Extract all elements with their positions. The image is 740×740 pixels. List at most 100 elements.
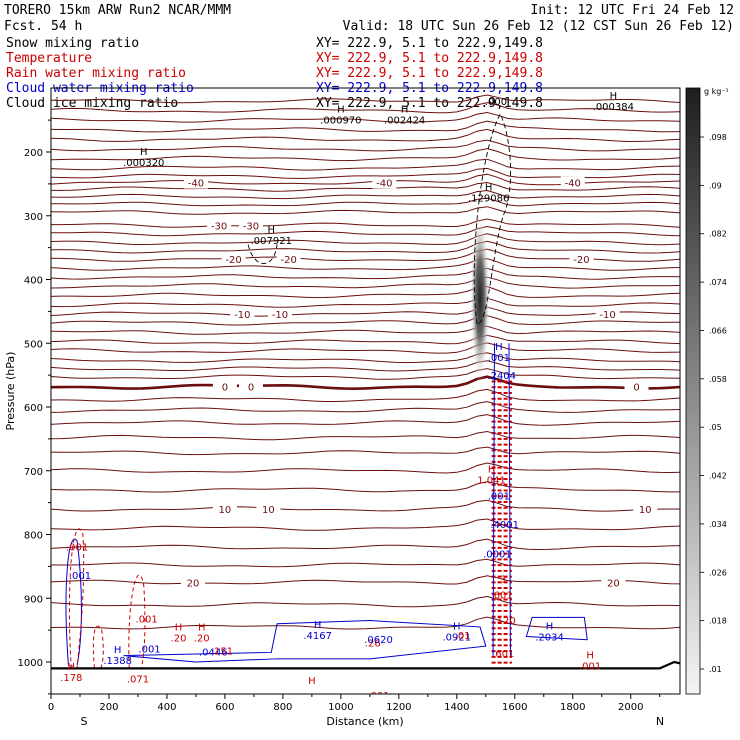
extremum-symbol: H (610, 91, 618, 102)
y-tick-label: 700 (24, 467, 43, 478)
isotherm-label-bg (633, 503, 658, 515)
cloud-water-band-east (525, 616, 588, 641)
extremum-symbol: H (586, 651, 594, 662)
isotherm-line (51, 139, 680, 152)
endpoint-north: N (656, 715, 664, 728)
extremum-value: .001 (136, 614, 158, 625)
x-tick-label: 200 (99, 702, 118, 713)
isotherm-label: 10 (262, 505, 275, 516)
colorbar-ramp (685, 87, 701, 695)
isotherm-label: 0 (222, 383, 228, 394)
isotherm-label-bg (267, 307, 292, 320)
isotherm-label: 20 (187, 578, 200, 589)
extremum-value: .4001 (490, 520, 519, 531)
extremum-symbol: H (337, 104, 345, 115)
isotherm-line (51, 334, 680, 345)
isotherm-line-labeled (51, 375, 680, 391)
isotherm-line (51, 158, 680, 171)
extremum-value: .178 (60, 673, 82, 684)
extremum-value: 1.041 (477, 476, 506, 487)
rain-plume-west-2 (128, 574, 146, 669)
extremum-value: .000 (485, 97, 507, 108)
colorbar-tick-label: .026 (709, 568, 727, 577)
isotherm-label-bg (372, 176, 397, 189)
isotherm-label-bg (569, 253, 594, 266)
x-tick-label: 1000 (328, 702, 353, 713)
isotherm-label: -20 (281, 255, 297, 266)
header-valid: Valid: 18 UTC Sun 26 Feb 12 (12 CST Sun … (343, 19, 734, 34)
isotherm-line (51, 401, 680, 413)
isotherm-label: -20 (225, 255, 241, 266)
extremum-value: .001 (367, 691, 389, 702)
isotherm-label: -30 (243, 221, 259, 232)
colorbar-tick-label: .058 (709, 375, 727, 384)
colorbar-tick-label: .09 (709, 181, 722, 190)
isotherm-label: 10 (219, 505, 232, 516)
extremum-value: .000320 (123, 158, 164, 169)
colorbar-tick-label: .082 (709, 230, 727, 239)
y-tick-label: 200 (24, 148, 43, 159)
x-tick-label: 800 (273, 702, 292, 713)
extremum-symbol: H (546, 621, 554, 632)
isotherm-line-labeled (51, 306, 680, 317)
isotherm-line (51, 111, 680, 123)
isotherm-line (51, 325, 680, 335)
isotherm-line (51, 181, 680, 192)
isotherm-label-bg (601, 576, 626, 589)
extremum-value: .001 (138, 644, 160, 655)
cloud-water-band (123, 620, 487, 663)
extremum-value: .1388 (103, 656, 132, 667)
colorbar-tick-label: .074 (709, 278, 727, 287)
y-tick-label: 300 (24, 212, 43, 223)
isotherm-line (51, 285, 680, 299)
extremum-value: .0446 (199, 648, 228, 659)
isotherm-line-labeled (51, 499, 680, 512)
isotherm-line (51, 518, 680, 531)
cloud-water-column (492, 343, 511, 656)
colorbar-unit: g kg⁻¹ (704, 87, 729, 96)
isotherm-line (51, 267, 680, 280)
extremum-value: .001 (173, 692, 195, 703)
colorbar-tick-label: .05 (709, 423, 722, 432)
isotherm-label: -10 (272, 310, 288, 321)
extremum-symbol: H (175, 623, 183, 634)
extremum-value: .151 (211, 646, 233, 657)
isotherm-line (51, 352, 680, 364)
isotherm-line (51, 102, 680, 114)
extremum-value: .120 (494, 616, 516, 627)
extremum-value: .002424 (384, 115, 425, 126)
y-tick-label: 400 (24, 276, 43, 287)
x-axis: 0 200 400 600 800 1000 1200 1400 1600 1800 2000 (48, 694, 661, 713)
x-tick-label: 1800 (560, 702, 585, 713)
x-tick-label: 0 (48, 702, 54, 713)
isotherm-label: -40 (376, 179, 392, 190)
isotherm-label-bg (221, 253, 246, 266)
isotherm-label: -20 (573, 255, 589, 266)
isotherm-line (51, 342, 680, 354)
isotherm-label-bg (212, 503, 237, 515)
extremum-symbol: H (68, 662, 76, 673)
isotherm-line (51, 233, 680, 246)
extremum-symbol: H (401, 104, 409, 115)
isotherm-line (51, 128, 680, 143)
plot-area: -40 -40 -40 -30 -30 -20 -20 -20 -10 -10 -10 0 0 0 10 10… (51, 91, 680, 703)
isotherm-line (51, 120, 680, 133)
y-axis-label: Pressure (hPa) (4, 352, 17, 431)
isotherm-line (51, 276, 680, 289)
extremum-value: .001 (69, 571, 91, 582)
extremum-symbol: H (453, 621, 461, 632)
extremum-symbol: H (198, 623, 206, 634)
colorbar-tick-label: .018 (709, 617, 727, 626)
rain-plume-west-3 (92, 625, 104, 669)
legend-temperature-xy: XY= 222.9, 5.1 to 222.9,149.8 (316, 51, 543, 66)
header-model: TORERO 15km ARW Run2 NCAR/MMM (4, 3, 231, 18)
isotherm-line (51, 225, 680, 237)
isotherm-label-bg (239, 219, 264, 232)
legend-cloud-ice-label: Cloud ice mixing ratio (6, 96, 178, 111)
y-tick-label: 900 (24, 594, 43, 605)
y-tick-label: 500 (24, 339, 43, 350)
x-tick-label: 600 (215, 702, 234, 713)
legend-snow-xy: XY= 222.9, 5.1 to 222.9,149.8 (316, 36, 543, 51)
ground-surface (51, 660, 680, 670)
